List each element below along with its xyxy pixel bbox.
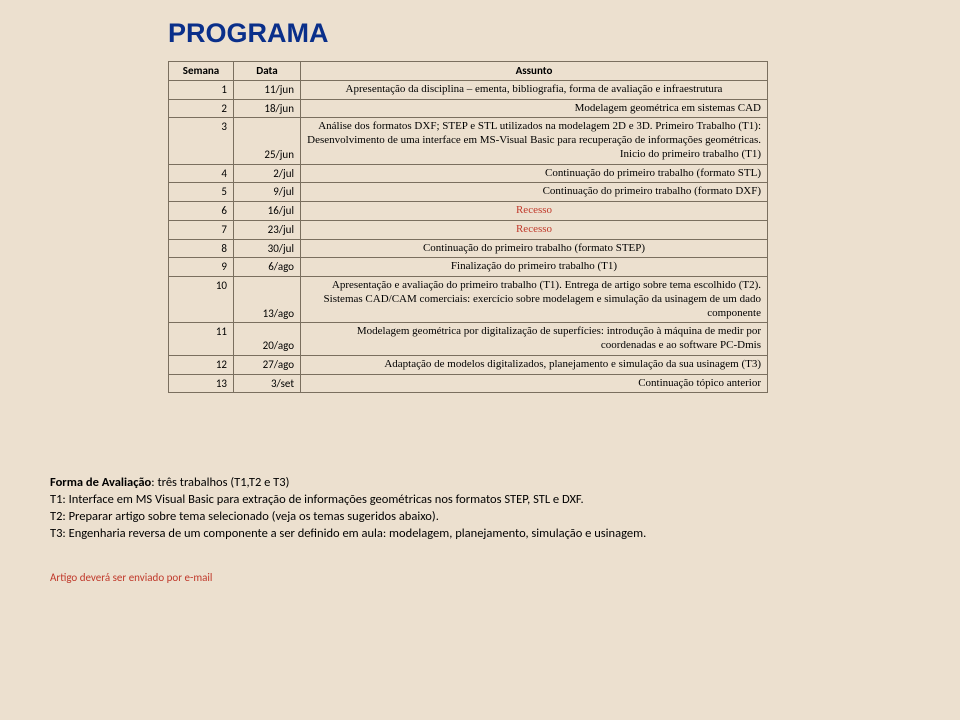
- date-cell: 9/jul: [234, 183, 301, 202]
- subject-cell: Recesso: [301, 202, 768, 221]
- week-cell: 11: [169, 323, 234, 356]
- date-cell: 30/jul: [234, 239, 301, 258]
- subject-cell: Recesso: [301, 220, 768, 239]
- subject-cell: Análise dos formatos DXF; STEP e STL uti…: [301, 118, 768, 164]
- week-cell: 1: [169, 80, 234, 99]
- week-cell: 2: [169, 99, 234, 118]
- schedule-table: Semana Data Assunto 111/junApresentação …: [168, 61, 768, 393]
- week-cell: 8: [169, 239, 234, 258]
- week-cell: 6: [169, 202, 234, 221]
- t3-line: T3: Engenharia reversa de um componente …: [50, 526, 910, 543]
- subject-cell: Finalização do primeiro trabalho (T1): [301, 258, 768, 277]
- t1-line: T1: Interface em MS Visual Basic para ex…: [50, 492, 910, 509]
- date-cell: 11/jun: [234, 80, 301, 99]
- date-cell: 2/jul: [234, 164, 301, 183]
- date-cell: 23/jul: [234, 220, 301, 239]
- table-row: 218/junModelagem geométrica em sistemas …: [169, 99, 768, 118]
- date-cell: 18/jun: [234, 99, 301, 118]
- date-cell: 25/jun: [234, 118, 301, 164]
- footer-block: Forma de Avaliação: três trabalhos (T1,T…: [50, 475, 910, 585]
- table-row: 133/setContinuação tópico anterior: [169, 374, 768, 393]
- subject-cell: Adaptação de modelos digitalizados, plan…: [301, 355, 768, 374]
- subject-cell: Continuação tópico anterior: [301, 374, 768, 393]
- subject-cell: Apresentação da disciplina – ementa, bib…: [301, 80, 768, 99]
- date-cell: 16/jul: [234, 202, 301, 221]
- week-cell: 13: [169, 374, 234, 393]
- date-cell: 20/ago: [234, 323, 301, 356]
- eval-line: Forma de Avaliação: três trabalhos (T1,T…: [50, 475, 910, 492]
- date-cell: 13/ago: [234, 277, 301, 323]
- table-row: 616/julRecesso: [169, 202, 768, 221]
- table-row: 325/junAnálise dos formatos DXF; STEP e …: [169, 118, 768, 164]
- subject-cell: Continuação do primeiro trabalho (format…: [301, 239, 768, 258]
- week-cell: 12: [169, 355, 234, 374]
- artigo-note: Artigo deverá ser enviado por e-mail: [50, 571, 910, 586]
- t2-line: T2: Preparar artigo sobre tema seleciona…: [50, 509, 910, 526]
- col-semana: Semana: [169, 62, 234, 81]
- week-cell: 9: [169, 258, 234, 277]
- subject-cell: Modelagem geométrica em sistemas CAD: [301, 99, 768, 118]
- table-row: 830/julContinuação do primeiro trabalho …: [169, 239, 768, 258]
- table-row: 723/julRecesso: [169, 220, 768, 239]
- subject-cell: Modelagem geométrica por digitalização d…: [301, 323, 768, 356]
- table-row: 1013/agoApresentação e avaliação do prim…: [169, 277, 768, 323]
- week-cell: 10: [169, 277, 234, 323]
- date-cell: 6/ago: [234, 258, 301, 277]
- col-data: Data: [234, 62, 301, 81]
- eval-bold: Forma de Avaliação: [50, 475, 151, 490]
- table-row: 1120/agoModelagem geométrica por digital…: [169, 323, 768, 356]
- eval-rest: : três trabalhos (T1,T2 e T3): [151, 475, 289, 490]
- week-cell: 5: [169, 183, 234, 202]
- week-cell: 7: [169, 220, 234, 239]
- table-row: 1227/agoAdaptação de modelos digitalizad…: [169, 355, 768, 374]
- week-cell: 4: [169, 164, 234, 183]
- date-cell: 3/set: [234, 374, 301, 393]
- table-row: 111/junApresentação da disciplina – emen…: [169, 80, 768, 99]
- week-cell: 3: [169, 118, 234, 164]
- page-title: PROGRAMA: [168, 18, 910, 49]
- table-row: 59/julContinuação do primeiro trabalho (…: [169, 183, 768, 202]
- col-assunto: Assunto: [301, 62, 768, 81]
- subject-cell: Continuação do primeiro trabalho (format…: [301, 183, 768, 202]
- table-row: 96/agoFinalização do primeiro trabalho (…: [169, 258, 768, 277]
- subject-cell: Continuação do primeiro trabalho (format…: [301, 164, 768, 183]
- date-cell: 27/ago: [234, 355, 301, 374]
- subject-cell: Apresentação e avaliação do primeiro tra…: [301, 277, 768, 323]
- table-row: 42/julContinuação do primeiro trabalho (…: [169, 164, 768, 183]
